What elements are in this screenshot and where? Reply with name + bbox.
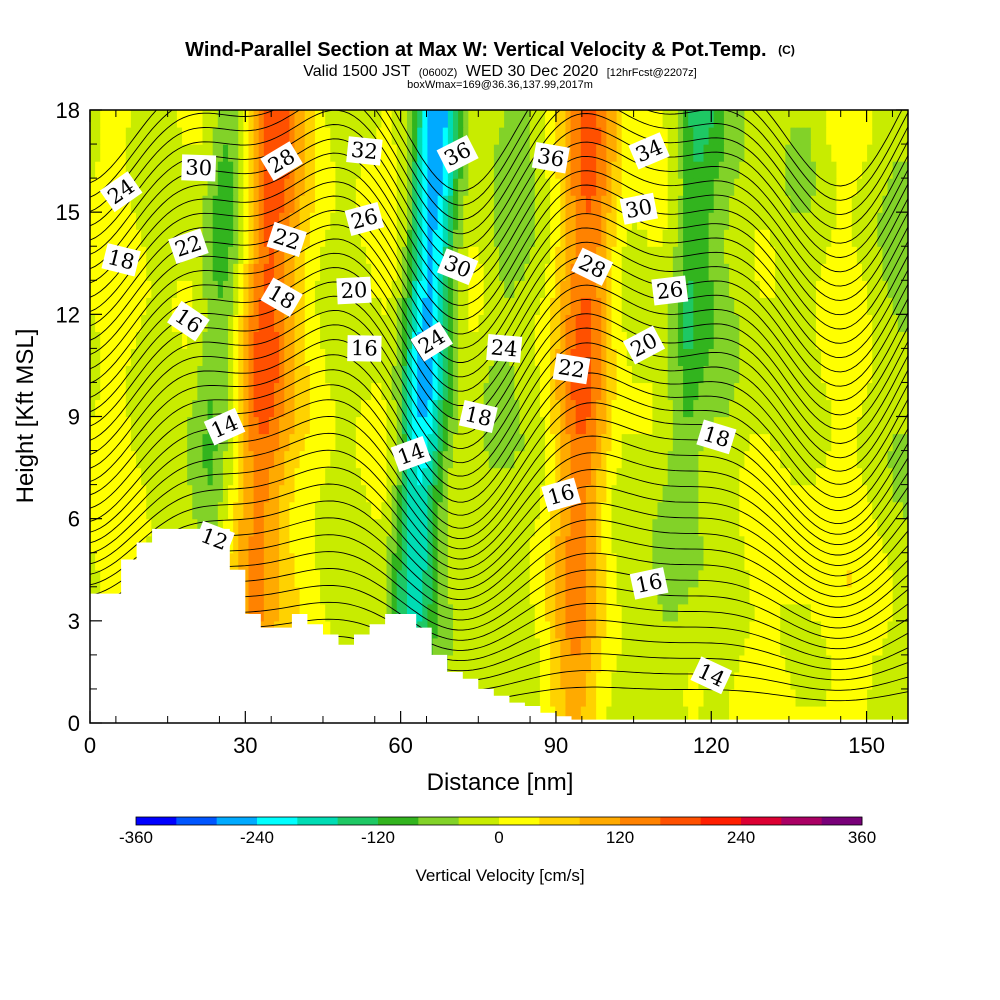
x-tick-label: 0 [84, 733, 96, 758]
colorbar-swatch [378, 817, 419, 825]
theta-label: 16 [347, 335, 382, 362]
colorbar-tick-label: 240 [727, 828, 755, 847]
colorbar-swatch [700, 817, 742, 825]
colorbar-swatch [176, 817, 218, 825]
theta-label: 16 [629, 567, 669, 600]
colorbar-swatch [579, 817, 621, 825]
y-tick-label: 6 [68, 507, 80, 532]
theta-label: 30 [181, 154, 217, 182]
subtitle-box-wmax: boxWmax=169@36.36,137.99,2017m [407, 79, 593, 91]
chart-title: Wind-Parallel Section at Max W: Vertical… [185, 39, 766, 61]
theta-label: 18 [458, 400, 498, 433]
colorbar-tick-label: -120 [361, 828, 395, 847]
y-tick-label: 0 [68, 711, 80, 736]
colorbar-tick-label: 0 [494, 828, 503, 847]
colorbar-swatch [216, 817, 258, 825]
theta-label: 24 [486, 333, 523, 363]
colorbar: -360 -240 -120 0 120 240 360 [119, 816, 876, 847]
colorbar-swatch [337, 817, 379, 825]
colorbar-swatch [297, 817, 339, 825]
subtitle-utc: (0600Z) [419, 67, 458, 79]
colorbar-tick-label: -240 [240, 828, 274, 847]
x-tick-label: 150 [848, 733, 885, 758]
terrain-mask [90, 528, 908, 723]
colorbar-swatch [458, 817, 500, 825]
theta-label: 32 [346, 136, 383, 166]
y-tick-label: 3 [68, 609, 80, 634]
colorbar-swatch [781, 817, 823, 825]
subtitle-date: WED 30 Dec 2020 [466, 63, 599, 80]
theta-label: 30 [619, 192, 658, 225]
colorbar-swatch [499, 817, 540, 825]
subtitle-fcst: [12hrFcst@2207z] [607, 67, 697, 79]
y-tick-label: 9 [68, 405, 80, 430]
colorbar-swatch [136, 817, 177, 825]
theta-label: 18 [696, 419, 737, 455]
colorbar-swatch [821, 817, 863, 825]
x-tick-label: 30 [233, 733, 257, 758]
theta-label: 14 [690, 656, 733, 695]
colorbar-swatch [620, 817, 661, 825]
theta-label: 18 [260, 277, 303, 318]
colorbar-label: Vertical Velocity [cm/s] [415, 866, 584, 885]
y-axis-label: Height [Kft MSL] [12, 329, 39, 504]
title-badge: (C) [778, 43, 795, 57]
y-tick-label: 15 [56, 200, 80, 225]
colorbar-tick-label: -360 [119, 828, 153, 847]
colorbar-swatch [418, 817, 460, 825]
colorbar-swatch [741, 817, 782, 825]
svg-text:Wind-Parallel Section at Max W: Wind-Parallel Section at Max W: Vertical… [185, 39, 795, 61]
theta-label: 16 [541, 477, 582, 512]
x-axis-label: Distance [nm] [427, 769, 574, 796]
x-tick-label: 90 [544, 733, 568, 758]
theta-label: 18 [101, 243, 141, 277]
y-tick-label: 18 [56, 98, 80, 123]
theta-label: 36 [531, 141, 570, 174]
theta-label: 22 [552, 353, 591, 385]
x-tick-label: 120 [693, 733, 730, 758]
subtitle-valid: Valid 1500 JST [303, 63, 411, 80]
theta-label: 26 [344, 202, 385, 236]
colorbar-swatch [257, 817, 298, 825]
svg-text:Valid 1500 JST (0600Z): Valid 1500 JST (0600Z) WED 30 Dec 2020 [… [303, 63, 696, 80]
x-tick-label: 60 [388, 733, 412, 758]
theta-label: 20 [336, 276, 372, 305]
y-tick-label: 12 [56, 302, 80, 327]
colorbar-tick-label: 360 [848, 828, 876, 847]
colorbar-tick-label: 120 [606, 828, 634, 847]
colorbar-swatch [660, 817, 702, 825]
theta-label: 26 [651, 275, 689, 306]
colorbar-swatch [539, 817, 581, 825]
